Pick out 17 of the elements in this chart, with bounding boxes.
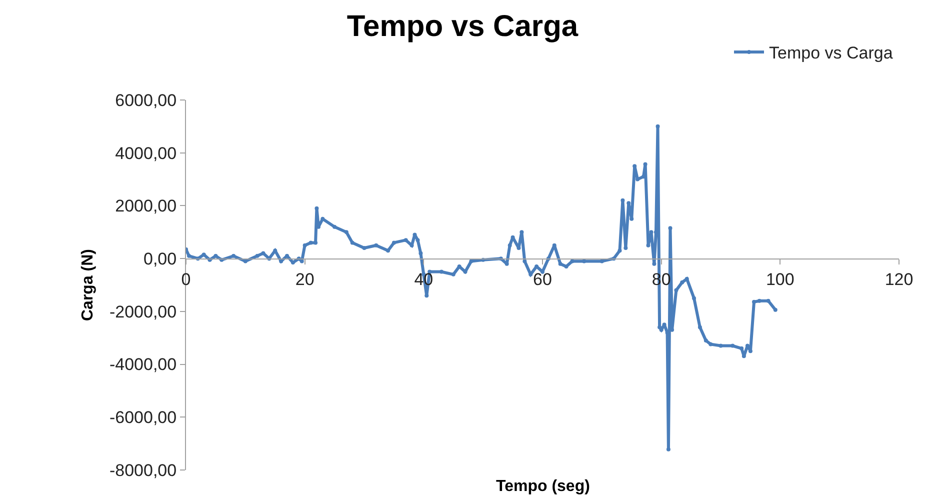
y-tick-label: -6000,00 xyxy=(109,408,177,428)
x-tick-label: 120 xyxy=(884,270,914,289)
y-tick-label: -2000,00 xyxy=(109,302,177,322)
x-tick-label: 60 xyxy=(533,270,552,289)
legend-label: Tempo vs Carga xyxy=(769,44,894,63)
y-tick-label: -8000,00 xyxy=(109,460,177,480)
x-axis-title: Tempo (seg) xyxy=(496,478,590,495)
y-tick-label: 2000,00 xyxy=(115,196,177,216)
x-tick-label: 100 xyxy=(766,270,794,289)
y-tick-label: -4000,00 xyxy=(109,355,177,374)
y-tick-label: 6000,00 xyxy=(115,90,177,110)
y-tick-label: 0,00 xyxy=(144,250,177,269)
y-axis-title: Carga (N) xyxy=(79,248,96,322)
x-tick-label: 20 xyxy=(295,270,314,289)
y-tick-label: 4000,00 xyxy=(115,144,177,163)
x-tick-label: 0 xyxy=(181,270,191,289)
chart-title: Tempo vs Carga xyxy=(346,10,578,44)
